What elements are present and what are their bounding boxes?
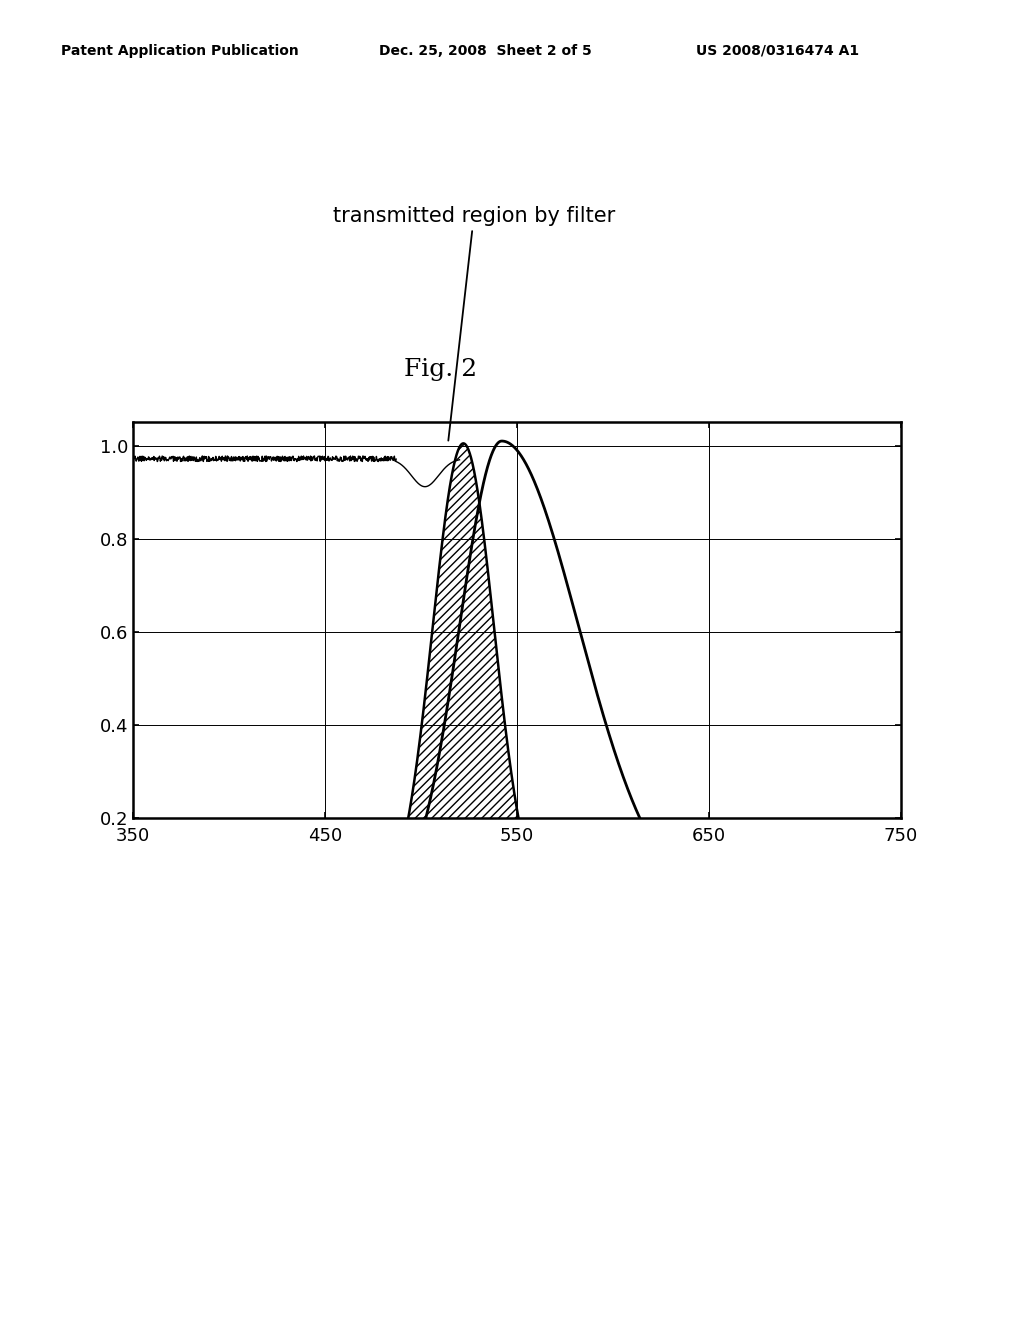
- Text: transmitted region by filter: transmitted region by filter: [333, 206, 615, 441]
- Text: Dec. 25, 2008  Sheet 2 of 5: Dec. 25, 2008 Sheet 2 of 5: [379, 44, 592, 58]
- Text: Fig. 2: Fig. 2: [403, 358, 477, 381]
- Text: US 2008/0316474 A1: US 2008/0316474 A1: [696, 44, 859, 58]
- Text: Patent Application Publication: Patent Application Publication: [61, 44, 299, 58]
